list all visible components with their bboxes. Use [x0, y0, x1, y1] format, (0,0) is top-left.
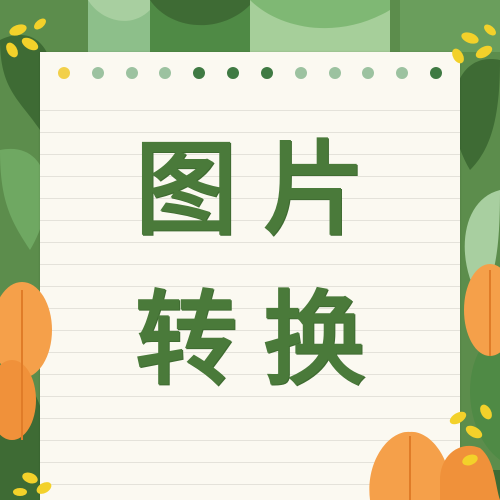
ruled-line	[40, 132, 460, 133]
binder-hole-icon	[159, 67, 172, 79]
ruled-line	[40, 418, 460, 419]
ruled-line	[40, 308, 460, 309]
ruled-line	[40, 198, 460, 199]
ruled-line	[40, 242, 460, 243]
ruled-line	[40, 220, 460, 221]
ruled-line	[40, 352, 460, 353]
binder-hole-icon	[294, 67, 307, 79]
binder-hole-icon	[193, 67, 206, 79]
ruled-line	[40, 462, 460, 463]
notepad-card: 图片 转换	[40, 52, 460, 500]
binder-holes	[58, 67, 442, 81]
ruled-line	[40, 176, 460, 177]
ruled-line	[40, 484, 460, 485]
ruled-line	[40, 286, 460, 287]
binder-hole-icon	[58, 67, 70, 79]
ruled-line	[40, 264, 460, 265]
ruled-line	[40, 154, 460, 155]
title-line-1: 图片	[135, 131, 391, 250]
binder-hole-icon	[430, 67, 442, 79]
ruled-line	[40, 330, 460, 331]
binder-hole-icon	[125, 67, 138, 79]
binder-hole-icon	[260, 67, 273, 79]
ruled-line	[40, 440, 460, 441]
binder-hole-icon	[396, 67, 409, 79]
ruled-line	[40, 374, 460, 375]
binder-hole-icon	[91, 67, 104, 79]
binder-hole-icon	[328, 67, 341, 79]
ruled-line	[40, 396, 460, 397]
binder-hole-icon	[227, 67, 240, 79]
ruled-line	[40, 110, 460, 111]
binder-hole-icon	[362, 67, 375, 79]
title-line-2: 转换	[135, 281, 391, 400]
